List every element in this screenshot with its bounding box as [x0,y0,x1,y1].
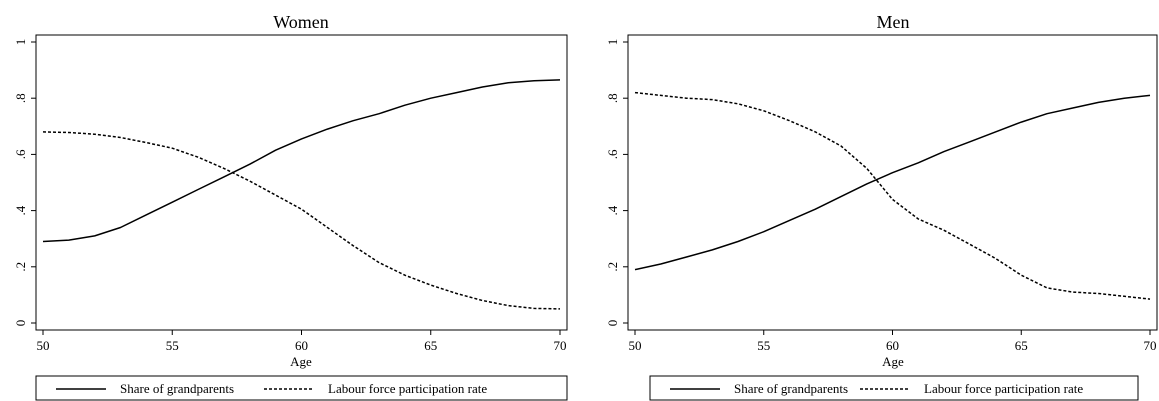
legend-label: Labour force participation rate [328,381,487,396]
y-tick-label: .6 [605,149,620,159]
y-tick-label: .4 [605,205,620,215]
legend-box [35,375,568,401]
legend-label: Share of grandparents [120,381,234,396]
y-tick-label: .2 [605,262,620,272]
y-tick-label: 0 [13,320,28,327]
plot-frame [627,34,1158,331]
series-line-share-of-grandparents [634,94,1151,271]
panel-men: Men Age 50 55 60 65 70 0 .2 .4 .6 .8 1 Share of gra… [605,12,1158,401]
x-tick-label: 50 [629,338,642,353]
x-tick-label: 65 [424,338,437,353]
panel-women: Women Age 50 55 60 65 70 0 .2 .4 .6 .8 1 Share of g… [13,12,568,401]
plot-frame [35,34,568,331]
y-tick-label: .6 [13,149,28,159]
x-axis-label: Age [882,354,904,369]
x-tick-label: 65 [1015,338,1028,353]
y-tick-label: .8 [13,93,28,103]
series-line-labour-force-participation-rate [42,131,561,310]
chart-title: Men [877,12,910,32]
y-tick-label: .2 [13,262,28,272]
legend-label: Labour force participation rate [924,381,1083,396]
y-tick-label: .8 [605,93,620,103]
legend-label: Share of grandparents [734,381,848,396]
x-axis-label: Age [290,354,312,369]
x-tick-label: 70 [554,338,567,353]
series-line-share-of-grandparents [42,79,561,243]
y-tick-label: 1 [605,39,620,46]
x-tick-label: 60 [886,338,899,353]
x-tick-label: 60 [295,338,308,353]
chart-title: Women [273,12,329,32]
legend-box [649,375,1139,401]
x-tick-label: 55 [757,338,770,353]
series-line-labour-force-participation-rate [634,91,1151,300]
y-tick-label: 1 [13,39,28,46]
x-tick-label: 55 [166,338,179,353]
x-tick-label: 70 [1144,338,1157,353]
x-tick-label: 50 [37,338,50,353]
y-tick-label: 0 [605,320,620,327]
y-tick-label: .4 [13,205,28,215]
